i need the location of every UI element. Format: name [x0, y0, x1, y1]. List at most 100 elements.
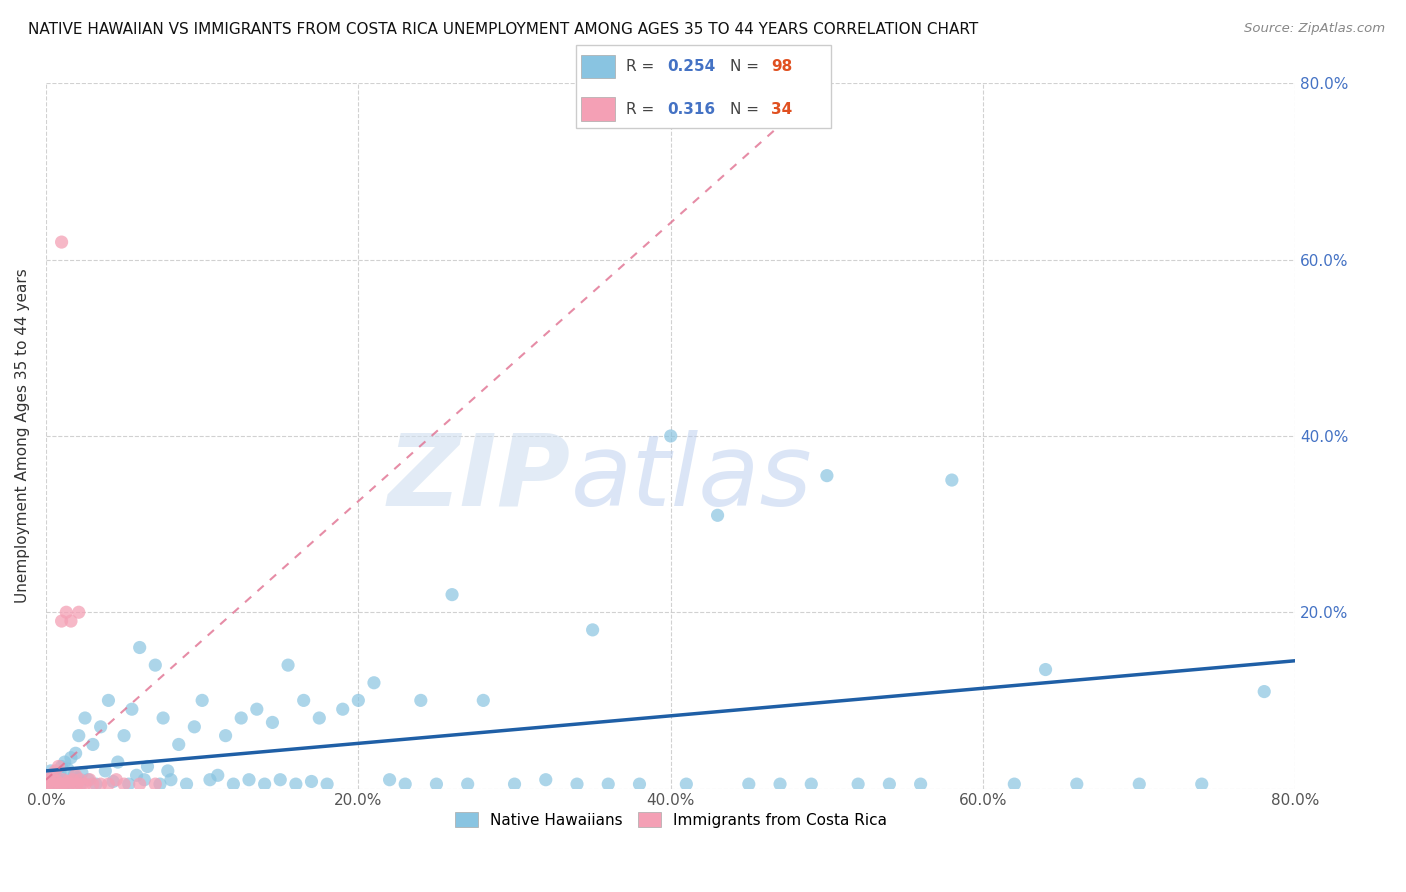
Text: ZIP: ZIP: [388, 430, 571, 527]
Point: [55, 605, 77, 619]
Point: [58, 777, 80, 791]
Text: 0.316: 0.316: [668, 102, 716, 117]
Point: [90, 720, 112, 734]
Point: [90, 777, 112, 791]
FancyBboxPatch shape: [576, 45, 831, 128]
Point: [59, 614, 82, 628]
Point: [301, 774, 323, 789]
Point: [82, 738, 104, 752]
Point: [659, 429, 682, 443]
Text: R =: R =: [626, 59, 659, 74]
Point: [565, 777, 588, 791]
Text: Source: ZipAtlas.com: Source: ZipAtlas.com: [1244, 22, 1385, 36]
Point: [42, 777, 65, 791]
Text: atlas: atlas: [571, 430, 813, 527]
Text: R =: R =: [626, 102, 659, 117]
Point: [262, 715, 284, 730]
Point: [44, 764, 66, 778]
Point: [63, 777, 86, 791]
Bar: [582, 54, 616, 78]
Point: [292, 693, 315, 707]
Point: [238, 772, 260, 787]
Point: [800, 777, 823, 791]
Point: [70, 765, 93, 780]
Point: [52, 773, 75, 788]
Y-axis label: Unemployment Among Ages 35 to 44 years: Unemployment Among Ages 35 to 44 years: [15, 268, 30, 603]
Point: [65, 746, 87, 760]
Point: [49, 765, 72, 780]
Point: [441, 588, 464, 602]
Point: [39, 779, 62, 793]
Point: [231, 711, 253, 725]
Point: [48, 759, 70, 773]
Point: [183, 720, 205, 734]
Point: [58, 777, 80, 791]
Point: [51, 778, 73, 792]
Point: [45, 774, 67, 789]
Point: [37, 772, 59, 787]
Point: [121, 702, 143, 716]
Point: [706, 508, 728, 523]
Point: [63, 768, 86, 782]
Point: [347, 693, 370, 707]
Legend: Native Hawaiians, Immigrants from Costa Rica: Native Hawaiians, Immigrants from Costa …: [449, 805, 893, 834]
Point: [253, 777, 276, 791]
Point: [207, 768, 229, 782]
Point: [48, 775, 70, 789]
Point: [105, 772, 128, 787]
Text: N =: N =: [730, 102, 763, 117]
Point: [1035, 663, 1057, 677]
Point: [112, 729, 135, 743]
Text: 0.254: 0.254: [668, 59, 716, 74]
Point: [82, 777, 104, 791]
Point: [167, 738, 190, 752]
Point: [156, 764, 179, 778]
Point: [152, 711, 174, 725]
Point: [44, 779, 66, 793]
Point: [1253, 684, 1275, 698]
Point: [1002, 777, 1025, 791]
Point: [738, 777, 761, 791]
Point: [409, 693, 432, 707]
Point: [41, 768, 63, 782]
Point: [38, 772, 60, 787]
Point: [363, 675, 385, 690]
Point: [70, 777, 93, 791]
Point: [128, 640, 150, 655]
Point: [534, 772, 557, 787]
Point: [52, 772, 75, 787]
Point: [67, 605, 90, 619]
Point: [394, 777, 416, 791]
Point: [308, 711, 330, 725]
Point: [191, 693, 214, 707]
Point: [472, 693, 495, 707]
Point: [176, 777, 198, 791]
Point: [42, 768, 65, 782]
Point: [143, 658, 166, 673]
Point: [84, 777, 107, 791]
Point: [56, 762, 79, 776]
Point: [49, 777, 72, 791]
Point: [1191, 777, 1213, 791]
Point: [39, 764, 62, 778]
Point: [51, 777, 73, 791]
Point: [55, 776, 77, 790]
Point: [425, 777, 447, 791]
Point: [941, 473, 963, 487]
Point: [59, 750, 82, 764]
Point: [73, 777, 96, 791]
Point: [214, 729, 236, 743]
Text: 98: 98: [772, 59, 793, 74]
Point: [53, 777, 76, 791]
Text: N =: N =: [730, 59, 763, 74]
Point: [66, 771, 89, 785]
Point: [69, 777, 91, 791]
Point: [62, 772, 84, 787]
Point: [53, 755, 76, 769]
Point: [79, 772, 101, 787]
Point: [107, 755, 129, 769]
Point: [65, 768, 87, 782]
Point: [846, 777, 869, 791]
Point: [598, 777, 620, 791]
Point: [56, 774, 79, 789]
